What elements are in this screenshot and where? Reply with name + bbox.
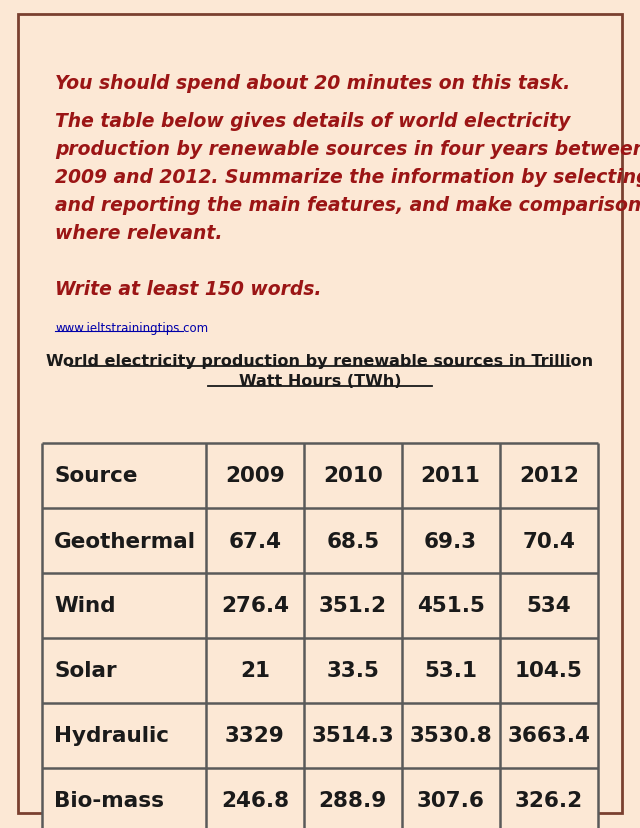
Text: 3329: 3329 [225,725,285,745]
Text: 246.8: 246.8 [221,791,289,811]
Text: Source: Source [54,466,138,486]
Text: www.ieltstrainingtips.com: www.ieltstrainingtips.com [55,321,208,335]
Text: World electricity production by renewable sources in Trillion: World electricity production by renewabl… [47,354,593,368]
Text: 2009: 2009 [225,466,285,486]
Text: Write at least 150 words.: Write at least 150 words. [55,280,321,299]
Text: 451.5: 451.5 [417,596,484,616]
Text: 288.9: 288.9 [319,791,387,811]
Text: 351.2: 351.2 [319,596,387,616]
Text: 3663.4: 3663.4 [508,725,590,745]
Text: Solar: Solar [54,661,116,681]
Text: 69.3: 69.3 [424,531,477,551]
Text: Bio-mass: Bio-mass [54,791,164,811]
Text: 2011: 2011 [420,466,481,486]
Text: 3514.3: 3514.3 [312,725,394,745]
Text: 534: 534 [527,596,571,616]
Text: 2010: 2010 [323,466,383,486]
Bar [42,444,598,828]
Text: 3530.8: 3530.8 [410,725,492,745]
Text: Geothermal: Geothermal [54,531,196,551]
Text: Watt Hours (TWh): Watt Hours (TWh) [239,373,401,388]
Text: You should spend about 20 minutes on this task.: You should spend about 20 minutes on thi… [55,74,570,93]
Text: 2012: 2012 [519,466,579,486]
Text: 33.5: 33.5 [326,661,380,681]
Text: Wind: Wind [54,596,115,616]
Text: The table below gives details of world electricity
production by renewable sourc: The table below gives details of world e… [55,112,640,243]
Text: Hydraulic: Hydraulic [54,725,169,745]
Text: 307.6: 307.6 [417,791,484,811]
Text: 68.5: 68.5 [326,531,380,551]
Text: 67.4: 67.4 [228,531,282,551]
Text: 104.5: 104.5 [515,661,583,681]
Text: 326.2: 326.2 [515,791,583,811]
Text: 70.4: 70.4 [522,531,575,551]
Text: 53.1: 53.1 [424,661,477,681]
Text: 276.4: 276.4 [221,596,289,616]
Text: 21: 21 [240,661,270,681]
